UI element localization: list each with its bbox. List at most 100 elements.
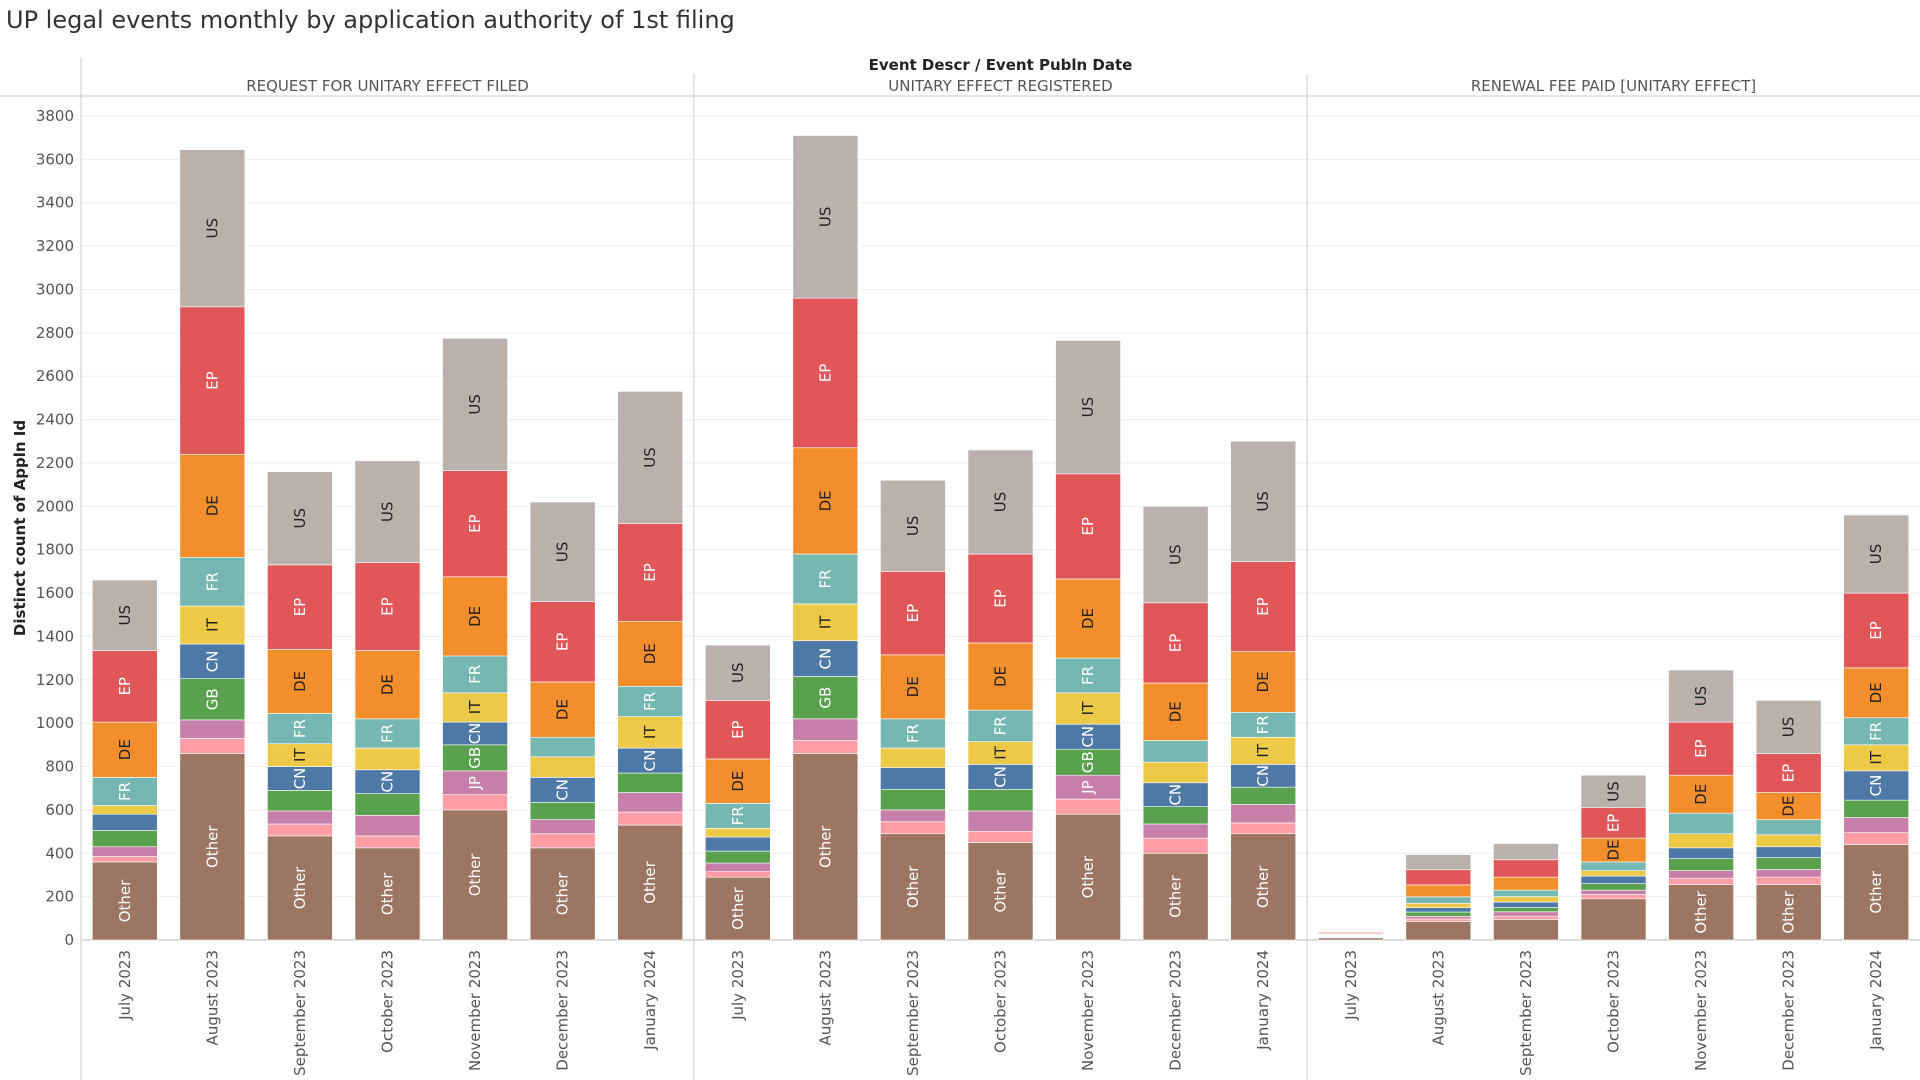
bar-segment [1143, 807, 1208, 824]
segment-label: DE [554, 699, 572, 720]
x-tick-label: December 2023 [554, 950, 572, 1071]
x-tick-label: January 2024 [1867, 950, 1885, 1051]
segment-label: GB [1079, 751, 1097, 773]
bar-segment [968, 811, 1033, 832]
segment-label: CN [291, 768, 309, 790]
bar-segment [1143, 824, 1208, 838]
bar-segment [618, 793, 683, 813]
segment-label: US [203, 218, 221, 239]
segment-label: US [1605, 781, 1623, 802]
bar-segment [180, 720, 245, 738]
segment-label: EP [203, 371, 221, 390]
segment-label: IT [203, 617, 221, 631]
segment-label: EP [641, 563, 659, 582]
bar-segment [1756, 835, 1821, 847]
bar-segment [92, 830, 157, 846]
segment-label: EP [1867, 621, 1885, 640]
bar-segment [1318, 938, 1383, 940]
bar-segment [1756, 858, 1821, 870]
segment-label: CN [554, 779, 572, 801]
segment-label: EP [116, 677, 134, 696]
segment-label: FR [992, 716, 1010, 735]
bar-segment [880, 789, 945, 810]
segment-label: Other [554, 872, 572, 915]
segment-label: DE [816, 490, 834, 511]
segment-label: Other [291, 866, 309, 909]
segment-label: US [992, 492, 1010, 513]
segment-label: Other [1692, 890, 1710, 933]
bar-segment [1669, 859, 1734, 871]
segment-label: EP [1167, 634, 1185, 653]
bar-segment [267, 824, 332, 836]
bar-segment [1406, 912, 1471, 916]
bar-segment [355, 815, 420, 836]
bar-segment [1231, 787, 1296, 804]
bar-segment [1406, 922, 1471, 940]
segment-label: Other [1780, 890, 1798, 933]
bar-segment [1844, 800, 1909, 817]
segment-label: DE [203, 495, 221, 516]
segment-label: IT [641, 725, 659, 739]
segment-label: EP [816, 364, 834, 383]
segment-label: Other [992, 869, 1010, 912]
x-tick-label: November 2023 [1079, 950, 1097, 1071]
segment-label: Other [641, 860, 659, 903]
bar-segment [1581, 894, 1646, 898]
bar-segment [1493, 919, 1558, 940]
bar-segment [1406, 870, 1471, 885]
bar-segment [705, 828, 770, 837]
bar-segment [1581, 876, 1646, 884]
segment-label: Other [379, 872, 397, 915]
segment-label: Other [1254, 865, 1272, 908]
bar-segment [92, 814, 157, 830]
y-tick-label: 400 [45, 844, 74, 862]
bar-segment [267, 790, 332, 811]
x-tick-label: October 2023 [992, 950, 1010, 1053]
bar-segment [705, 872, 770, 877]
y-tick-label: 1200 [36, 671, 74, 689]
segment-label: US [641, 447, 659, 468]
segment-label: EP [992, 589, 1010, 608]
segment-label: Other [1867, 870, 1885, 913]
bar-segment [92, 806, 157, 815]
bar-segment [1669, 871, 1734, 879]
bar-segment [1231, 804, 1296, 822]
bar-segment [968, 789, 1033, 811]
bar-segment [1406, 916, 1471, 919]
segment-label: DE [992, 666, 1010, 687]
y-tick-label: 600 [45, 801, 74, 819]
y-tick-label: 1000 [36, 714, 74, 732]
bar-segment [705, 851, 770, 863]
segment-label: US [1867, 544, 1885, 565]
bar-segment [530, 757, 595, 778]
bar-segment [1406, 897, 1471, 904]
bar-segment [880, 748, 945, 768]
bar-segment [1669, 878, 1734, 885]
segment-label: DE [1254, 671, 1272, 692]
bar-segment [1669, 834, 1734, 848]
segment-label: US [379, 501, 397, 522]
bar-segment [1143, 741, 1208, 763]
segment-label: IT [1867, 750, 1885, 764]
y-tick-label: 3200 [36, 237, 74, 255]
segment-label: EP [729, 720, 747, 739]
segment-label: CN [816, 648, 834, 670]
segment-label: CN [1079, 726, 1097, 748]
bar-segment [1406, 919, 1471, 922]
segment-label: DE [116, 739, 134, 760]
segment-label: DE [1079, 608, 1097, 629]
segment-label: EP [554, 633, 572, 652]
x-tick-label: December 2023 [1167, 950, 1185, 1071]
segment-label: FR [641, 692, 659, 711]
segment-label: DE [729, 771, 747, 792]
segment-label: IT [816, 615, 834, 629]
segment-label: GB [816, 687, 834, 709]
segment-label: CN [379, 771, 397, 793]
panel-header: UNITARY EFFECT REGISTERED [888, 77, 1112, 95]
segment-label: EP [1780, 764, 1798, 783]
segment-label: FR [466, 665, 484, 684]
y-tick-label: 2800 [36, 324, 74, 342]
segment-label: FR [203, 572, 221, 591]
segment-label: FR [904, 724, 922, 743]
